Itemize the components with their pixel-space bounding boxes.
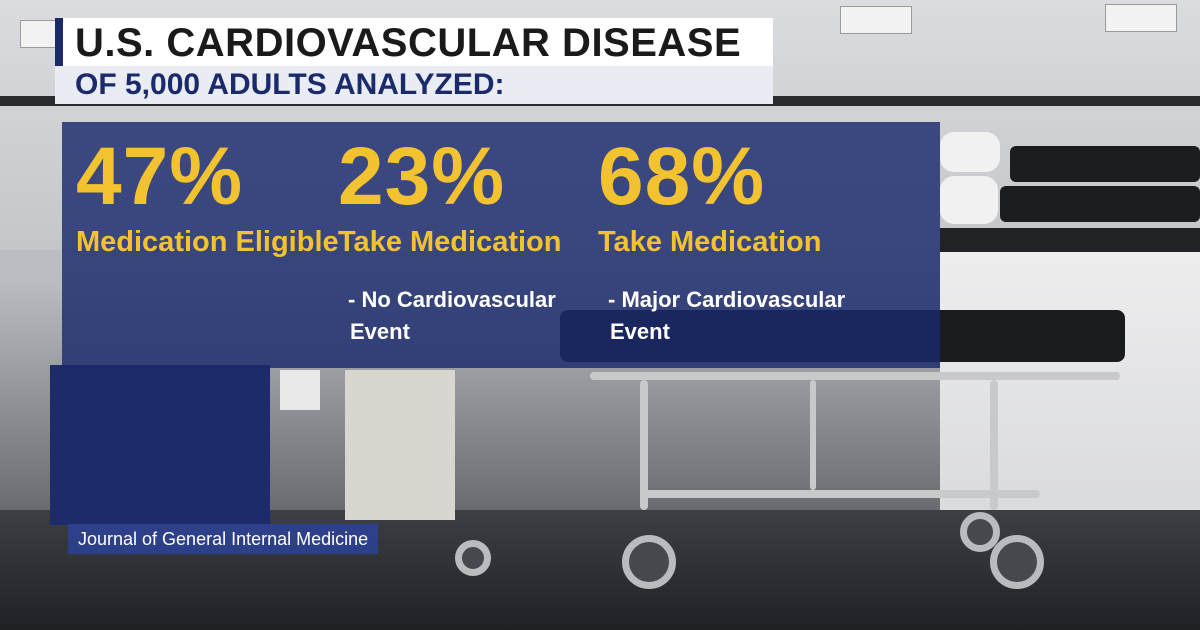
counter-top	[940, 228, 1200, 252]
stretcher-rail	[640, 490, 1040, 498]
wheel	[960, 512, 1000, 552]
medical-machine	[345, 370, 455, 520]
source-credit: Journal of General Internal Medicine	[68, 524, 379, 554]
pillow	[940, 176, 998, 224]
equipment-cart	[50, 365, 270, 525]
stat-note: - No Cardiovascular Event	[348, 284, 588, 348]
wheel	[990, 535, 1044, 589]
title-banner: U.S. CARDIOVASCULAR DISEASE	[55, 18, 773, 104]
stretcher-leg	[640, 380, 648, 510]
stored-bag	[1010, 146, 1200, 182]
stat-note-line: - Major Cardiovascular	[608, 287, 846, 312]
subheadline: OF 5,000 ADULTS ANALYZED:	[75, 68, 505, 101]
wheel	[622, 535, 676, 589]
stats-panel: 47% Medication Eligible 23% Take Medicat…	[62, 122, 940, 368]
stat-note-line: Event	[350, 319, 410, 344]
subtitle-banner: OF 5,000 ADULTS ANALYZED:	[55, 66, 773, 104]
stat-label: Take Medication	[338, 226, 562, 258]
stat-note-line: - No Cardiovascular	[348, 287, 556, 312]
shelf-label	[840, 6, 912, 34]
headline: U.S. CARDIOVASCULAR DISEASE	[75, 21, 742, 65]
stat-note-line: Event	[610, 319, 670, 344]
monitor	[280, 370, 320, 410]
pillow	[940, 132, 1000, 172]
wheel	[455, 540, 491, 576]
stat-note: - Major Cardiovascular Event	[608, 284, 848, 348]
stat-value: 23%	[338, 131, 506, 222]
stretcher-rail	[590, 372, 1120, 380]
stored-bag	[1000, 186, 1200, 222]
stat-label: Take Medication	[598, 226, 822, 258]
stat-label: Medication Eligible	[76, 226, 339, 258]
stat-value: 68%	[598, 131, 766, 222]
stat-value: 47%	[76, 131, 244, 222]
stretcher-leg	[990, 380, 998, 510]
shelf-label	[1105, 4, 1177, 32]
stretcher-leg	[810, 380, 816, 490]
